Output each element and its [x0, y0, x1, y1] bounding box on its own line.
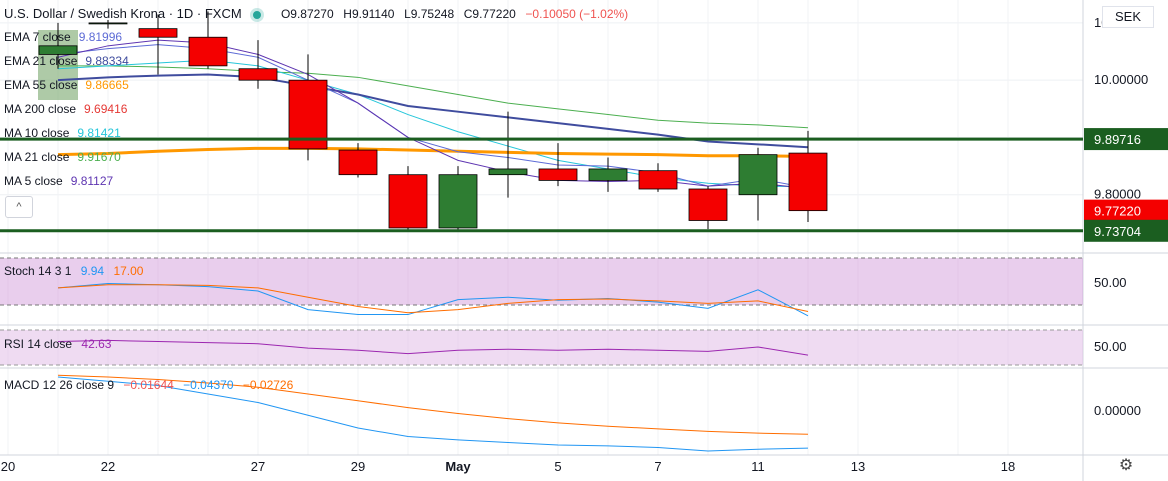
stoch-axis-label: 50.00 [1094, 275, 1127, 290]
candle-body [138, 28, 178, 38]
macd-signal-value: −0.02726 [242, 378, 294, 392]
rsi-label: RSI 14 close [4, 337, 73, 351]
ohlc-high: H9.91140 [343, 7, 395, 21]
indicator-label: EMA 7 close [4, 30, 71, 44]
candle-body [788, 152, 828, 212]
ema7-line [57, 44, 809, 189]
indicator-value: 9.91670 [77, 150, 121, 164]
stoch-d-line [57, 284, 809, 314]
market-status-icon [253, 10, 262, 19]
ma10-line [57, 59, 809, 188]
price-tick-label: 10.00000 [1094, 72, 1148, 87]
stoch-k-line [57, 283, 809, 317]
resistance-price-tag: 9.89716 [1094, 132, 1141, 147]
x-axis-label: 13 [851, 459, 865, 474]
candle-body [188, 36, 228, 67]
support-price-tag-bg [1084, 219, 1168, 242]
chart-header: U.S. Dollar / Swedish Krona · 1D · FXCM … [4, 6, 628, 21]
candle-body [238, 68, 278, 81]
collapse-legend-button[interactable]: ^ [5, 196, 33, 218]
x-axis-label: May [445, 459, 471, 474]
ma5-line [57, 39, 809, 189]
ema55-line [57, 146, 809, 158]
candle-body [438, 174, 478, 229]
rsi-legend: RSI 14 close 42.63 [4, 337, 111, 351]
x-axis-label: 18 [1001, 459, 1015, 474]
indicator-legend-row[interactable]: EMA 7 close 9.81996 [4, 30, 122, 44]
candle-body [538, 168, 578, 181]
candle-body [638, 170, 678, 190]
settings-gear-icon[interactable]: ⚙ [1118, 457, 1134, 474]
indicator-legend-row[interactable]: MA 5 close 9.81127 [4, 174, 113, 188]
indicator-value: 9.69416 [84, 102, 128, 116]
indicator-legend-row[interactable]: MA 10 close 9.81421 [4, 126, 121, 140]
indicator-value: 9.86665 [85, 78, 129, 92]
macd-axis-label: 0.00000 [1094, 403, 1141, 418]
macd-signal-line [57, 374, 809, 435]
candle-body [738, 154, 778, 196]
stoch-label: Stoch 14 3 1 [4, 264, 72, 278]
indicator-legend-row[interactable]: EMA 55 close 9.86665 [4, 78, 129, 92]
indicator-label: MA 5 close [4, 174, 63, 188]
x-axis-label: 7 [654, 459, 661, 474]
macd-legend: MACD 12 26 close 9 −0.01644 −0.04370 −0.… [4, 378, 293, 392]
candle-body [338, 149, 378, 176]
rsi-axis-label: 50.00 [1094, 339, 1127, 354]
macd-hist-value: −0.01644 [123, 378, 174, 392]
price-tick-label: 9.80000 [1094, 187, 1141, 202]
candle-body [688, 188, 728, 221]
stoch-legend: Stoch 14 3 1 9.94 17.00 [4, 264, 143, 278]
indicator-legend-row[interactable]: MA 21 close 9.91670 [4, 150, 121, 164]
indicator-label: MA 10 close [4, 126, 70, 140]
stoch-k-value: 9.94 [80, 264, 105, 278]
indicator-legend-row[interactable]: MA 200 close 9.69416 [4, 102, 127, 116]
indicator-value: 9.81127 [70, 174, 114, 188]
indicator-value: 9.88334 [85, 54, 129, 68]
x-axis-label: 29 [351, 459, 365, 474]
candle-body [488, 168, 528, 176]
current-price-tag-bg [1084, 199, 1168, 222]
ma21-line [58, 65, 809, 129]
candle-body [588, 168, 628, 181]
x-axis-label: 22 [101, 459, 115, 474]
current-price-tag: 9.77220 [1094, 204, 1141, 219]
indicator-label: MA 200 close [4, 102, 77, 116]
indicator-value: 9.81996 [78, 30, 123, 44]
macd-label: MACD 12 26 close 9 [4, 378, 115, 392]
indicator-legend-row[interactable]: EMA 21 close 9.88334 [4, 54, 129, 68]
x-axis-label: 20 [1, 459, 15, 474]
candle-body [88, 22, 128, 25]
x-axis-label: 11 [751, 459, 765, 474]
rsi-band [0, 330, 1083, 365]
candle-body [288, 79, 328, 150]
stoch-d-value: 17.00 [113, 264, 144, 278]
currency-label[interactable]: SEK [1102, 6, 1154, 28]
candle-body [388, 174, 428, 229]
macd-line-value: −0.04370 [183, 378, 234, 392]
indicator-label: MA 21 close [4, 150, 70, 164]
ohlc-open: O9.87270 [280, 7, 334, 21]
symbol-title[interactable]: U.S. Dollar / Swedish Krona · 1D · FXCM [4, 6, 242, 21]
main-pane-bg [0, 0, 1083, 252]
ohlc-close: C9.77220 [463, 7, 516, 21]
macd-line [57, 376, 809, 452]
indicator-label: EMA 21 close [4, 54, 78, 68]
x-axis-label: 27 [251, 459, 265, 474]
rsi-value: 42.63 [81, 337, 112, 351]
x-axis-label: 5 [554, 459, 561, 474]
stoch-band [0, 258, 1083, 305]
indicator-label: EMA 55 close [4, 78, 78, 92]
support-price-tag: 9.73704 [1094, 224, 1141, 239]
ohlc-change: −0.10050 (−1.02%) [525, 7, 629, 21]
candle-body [38, 45, 78, 55]
ohlc-low: L9.75248 [404, 7, 455, 21]
resistance-price-tag-bg [1084, 128, 1168, 151]
indicator-value: 9.81421 [77, 126, 121, 140]
rsi-line [57, 339, 809, 356]
